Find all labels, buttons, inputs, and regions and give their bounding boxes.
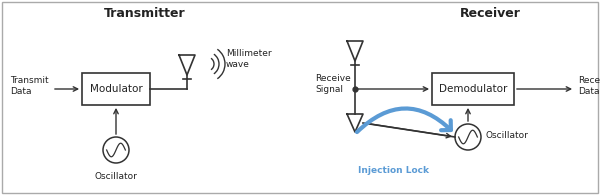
Text: Transmit
Data: Transmit Data [10, 76, 49, 96]
Text: Receiver: Receiver [460, 7, 520, 20]
Text: Injection Lock: Injection Lock [358, 166, 428, 175]
Text: Oscillator: Oscillator [485, 130, 528, 139]
Text: Modulator: Modulator [89, 84, 142, 94]
Text: Receive
Data: Receive Data [578, 76, 600, 96]
Text: Demodulator: Demodulator [439, 84, 507, 94]
Text: Oscillator: Oscillator [95, 172, 137, 181]
Text: Receive
Signal: Receive Signal [315, 74, 351, 94]
FancyArrowPatch shape [357, 108, 451, 132]
Bar [432, 73, 514, 105]
Bar [82, 73, 150, 105]
Text: Millimeter
wave: Millimeter wave [226, 49, 272, 69]
Text: Transmitter: Transmitter [104, 7, 186, 20]
